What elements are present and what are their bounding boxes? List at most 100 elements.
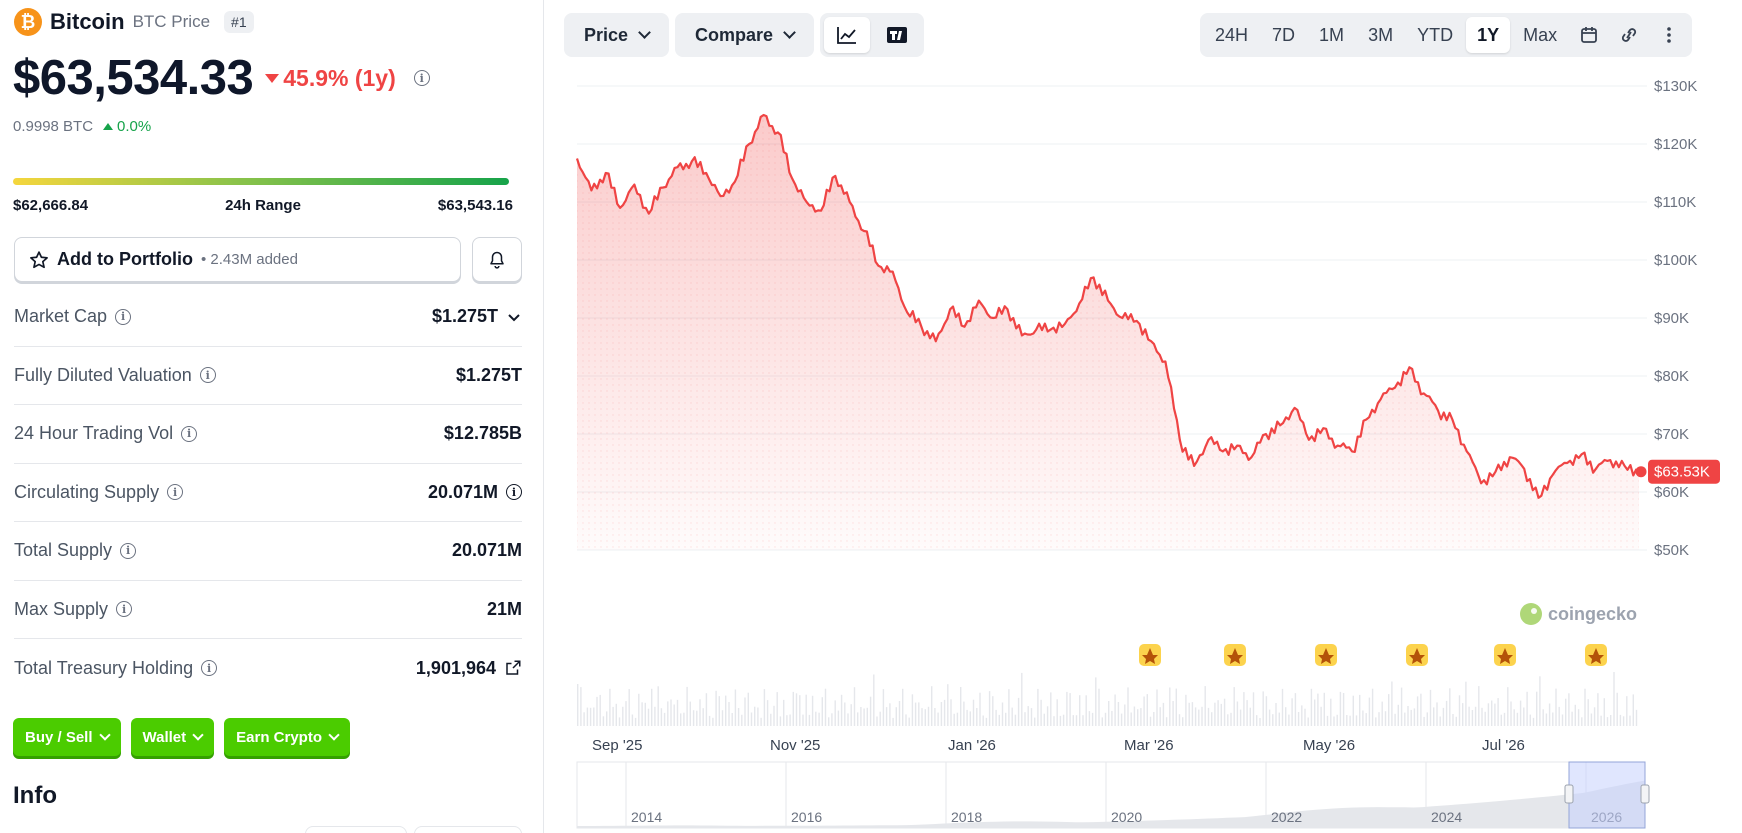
info-tag[interactable] bbox=[414, 826, 522, 833]
volume-bar bbox=[1137, 709, 1139, 726]
price-line bbox=[575, 113, 1640, 499]
volume-bar bbox=[1481, 707, 1483, 726]
timeframe-24h[interactable]: 24H bbox=[1215, 24, 1249, 45]
volume-bar bbox=[898, 701, 901, 726]
volume-bar bbox=[1304, 708, 1306, 726]
navigator-selection[interactable] bbox=[1568, 761, 1646, 829]
info-icon[interactable]: i bbox=[116, 601, 133, 618]
volume-bar bbox=[1513, 709, 1515, 726]
volume-bar bbox=[1120, 713, 1123, 726]
compare-dropdown[interactable]: Compare bbox=[675, 13, 815, 57]
calendar-icon[interactable] bbox=[1570, 17, 1608, 53]
volume-bar bbox=[1130, 712, 1132, 726]
volume-bar bbox=[1606, 717, 1609, 726]
volume-bar bbox=[1043, 713, 1045, 726]
more-options-icon[interactable] bbox=[1650, 17, 1688, 53]
range-navigator[interactable]: 2014201620182020202220242026 bbox=[576, 761, 1650, 829]
volume-bar bbox=[940, 702, 943, 726]
y-tick-label: $130K bbox=[1654, 78, 1697, 95]
info-icon[interactable]: i bbox=[201, 660, 218, 677]
timeframe-1y[interactable]: 1Y bbox=[1466, 17, 1511, 53]
add-to-portfolio-button[interactable]: Add to Portfolio • 2.43M added bbox=[14, 237, 461, 282]
volume-bar bbox=[1239, 709, 1242, 726]
volume-bar bbox=[1275, 703, 1277, 726]
volume-bar bbox=[1336, 714, 1338, 726]
volume-bar bbox=[1217, 700, 1219, 726]
volume-bar bbox=[1059, 715, 1062, 726]
btc-change-value: 0.0% bbox=[117, 118, 152, 135]
timeframe-3m[interactable]: 3M bbox=[1368, 24, 1394, 45]
volume-bar bbox=[1005, 712, 1007, 726]
volume-bar bbox=[1416, 696, 1419, 726]
chevron-down-icon[interactable] bbox=[506, 309, 522, 325]
volume-bar bbox=[1487, 703, 1490, 726]
volume-bar bbox=[908, 717, 910, 726]
volume-bar bbox=[583, 712, 585, 726]
volume-bar bbox=[1030, 708, 1033, 726]
x-tick-label: Jan '26 bbox=[948, 737, 996, 754]
volume-bar bbox=[1465, 681, 1467, 726]
volume-bar bbox=[976, 708, 978, 726]
volume-bar bbox=[628, 689, 630, 726]
info-icon[interactable]: i bbox=[167, 484, 184, 501]
stat-max-supply: Max Supply i 21M bbox=[14, 581, 522, 639]
volume-bar bbox=[737, 708, 740, 726]
event-markers bbox=[1139, 644, 1607, 666]
stat-label: Total Supply bbox=[14, 540, 113, 561]
volume-bar bbox=[1027, 706, 1029, 726]
volume-bar bbox=[802, 714, 804, 726]
volume-bar bbox=[612, 706, 614, 726]
volume-bar bbox=[918, 702, 920, 726]
chevron-down-icon bbox=[783, 26, 796, 39]
volume-bar bbox=[1001, 702, 1004, 726]
volume-bar bbox=[1101, 717, 1103, 726]
info-icon[interactable]: i bbox=[199, 367, 216, 384]
earn-crypto-button[interactable]: Earn Crypto bbox=[224, 718, 351, 756]
stat-value: 20.071M bbox=[451, 540, 522, 561]
price-row: $63,534.33 45.9% (1y) i bbox=[13, 50, 430, 106]
navigator-handle-left[interactable] bbox=[1564, 784, 1574, 804]
volume-bar bbox=[1568, 693, 1570, 726]
stat-trading-volume: 24 Hour Trading Vol i $12.785B bbox=[14, 405, 522, 464]
info-icon[interactable]: i bbox=[181, 425, 198, 442]
buy-sell-button[interactable]: Buy / Sell bbox=[13, 718, 121, 756]
line-chart-icon[interactable] bbox=[824, 17, 871, 53]
volume-bar bbox=[992, 696, 994, 726]
info-tag[interactable] bbox=[305, 826, 407, 833]
link-icon[interactable] bbox=[1610, 17, 1648, 53]
wallet-button[interactable]: Wallet bbox=[130, 718, 215, 756]
volume-bar bbox=[956, 712, 959, 726]
info-icon[interactable]: i bbox=[413, 70, 430, 86]
price-alert-button[interactable] bbox=[472, 237, 522, 282]
price-dropdown[interactable]: Price bbox=[564, 13, 670, 57]
volume-bar bbox=[615, 703, 617, 726]
volume-bar bbox=[1616, 692, 1618, 726]
volume-bar bbox=[1246, 700, 1248, 726]
volume-bar bbox=[1169, 687, 1171, 726]
timeframe-1m[interactable]: 1M bbox=[1319, 24, 1345, 45]
volume-bar bbox=[1574, 704, 1576, 726]
volume-bar bbox=[979, 692, 981, 726]
timeframe-max[interactable]: Max bbox=[1523, 24, 1558, 45]
info-icon[interactable]: i bbox=[120, 542, 137, 559]
range-label: 24h Range bbox=[225, 197, 301, 214]
volume-bar bbox=[1230, 712, 1232, 726]
price-chart[interactable]: $130K $120K $110K $100K $90K $80K $70K $60K $50K… bbox=[544, 70, 1734, 833]
tradingview-icon[interactable] bbox=[874, 17, 920, 53]
volume-bar bbox=[840, 694, 843, 726]
volume-bar bbox=[599, 694, 601, 726]
volume-bar bbox=[1198, 709, 1200, 726]
volume-bar bbox=[1323, 692, 1325, 726]
timeframe-ytd[interactable]: YTD bbox=[1417, 24, 1454, 45]
navigator-handle-right[interactable] bbox=[1640, 784, 1650, 804]
volume-bar bbox=[744, 697, 746, 726]
info-icon[interactable]: i bbox=[506, 484, 522, 501]
volume-bar bbox=[943, 699, 946, 726]
info-icon[interactable]: i bbox=[115, 308, 132, 325]
volume-bar bbox=[1291, 698, 1293, 726]
volume-bar bbox=[663, 712, 666, 726]
timeframe-7d[interactable]: 7D bbox=[1272, 24, 1296, 45]
volume-bar bbox=[985, 717, 988, 726]
portfolio-label: Add to Portfolio bbox=[57, 249, 193, 269]
external-link-icon[interactable] bbox=[504, 659, 522, 677]
